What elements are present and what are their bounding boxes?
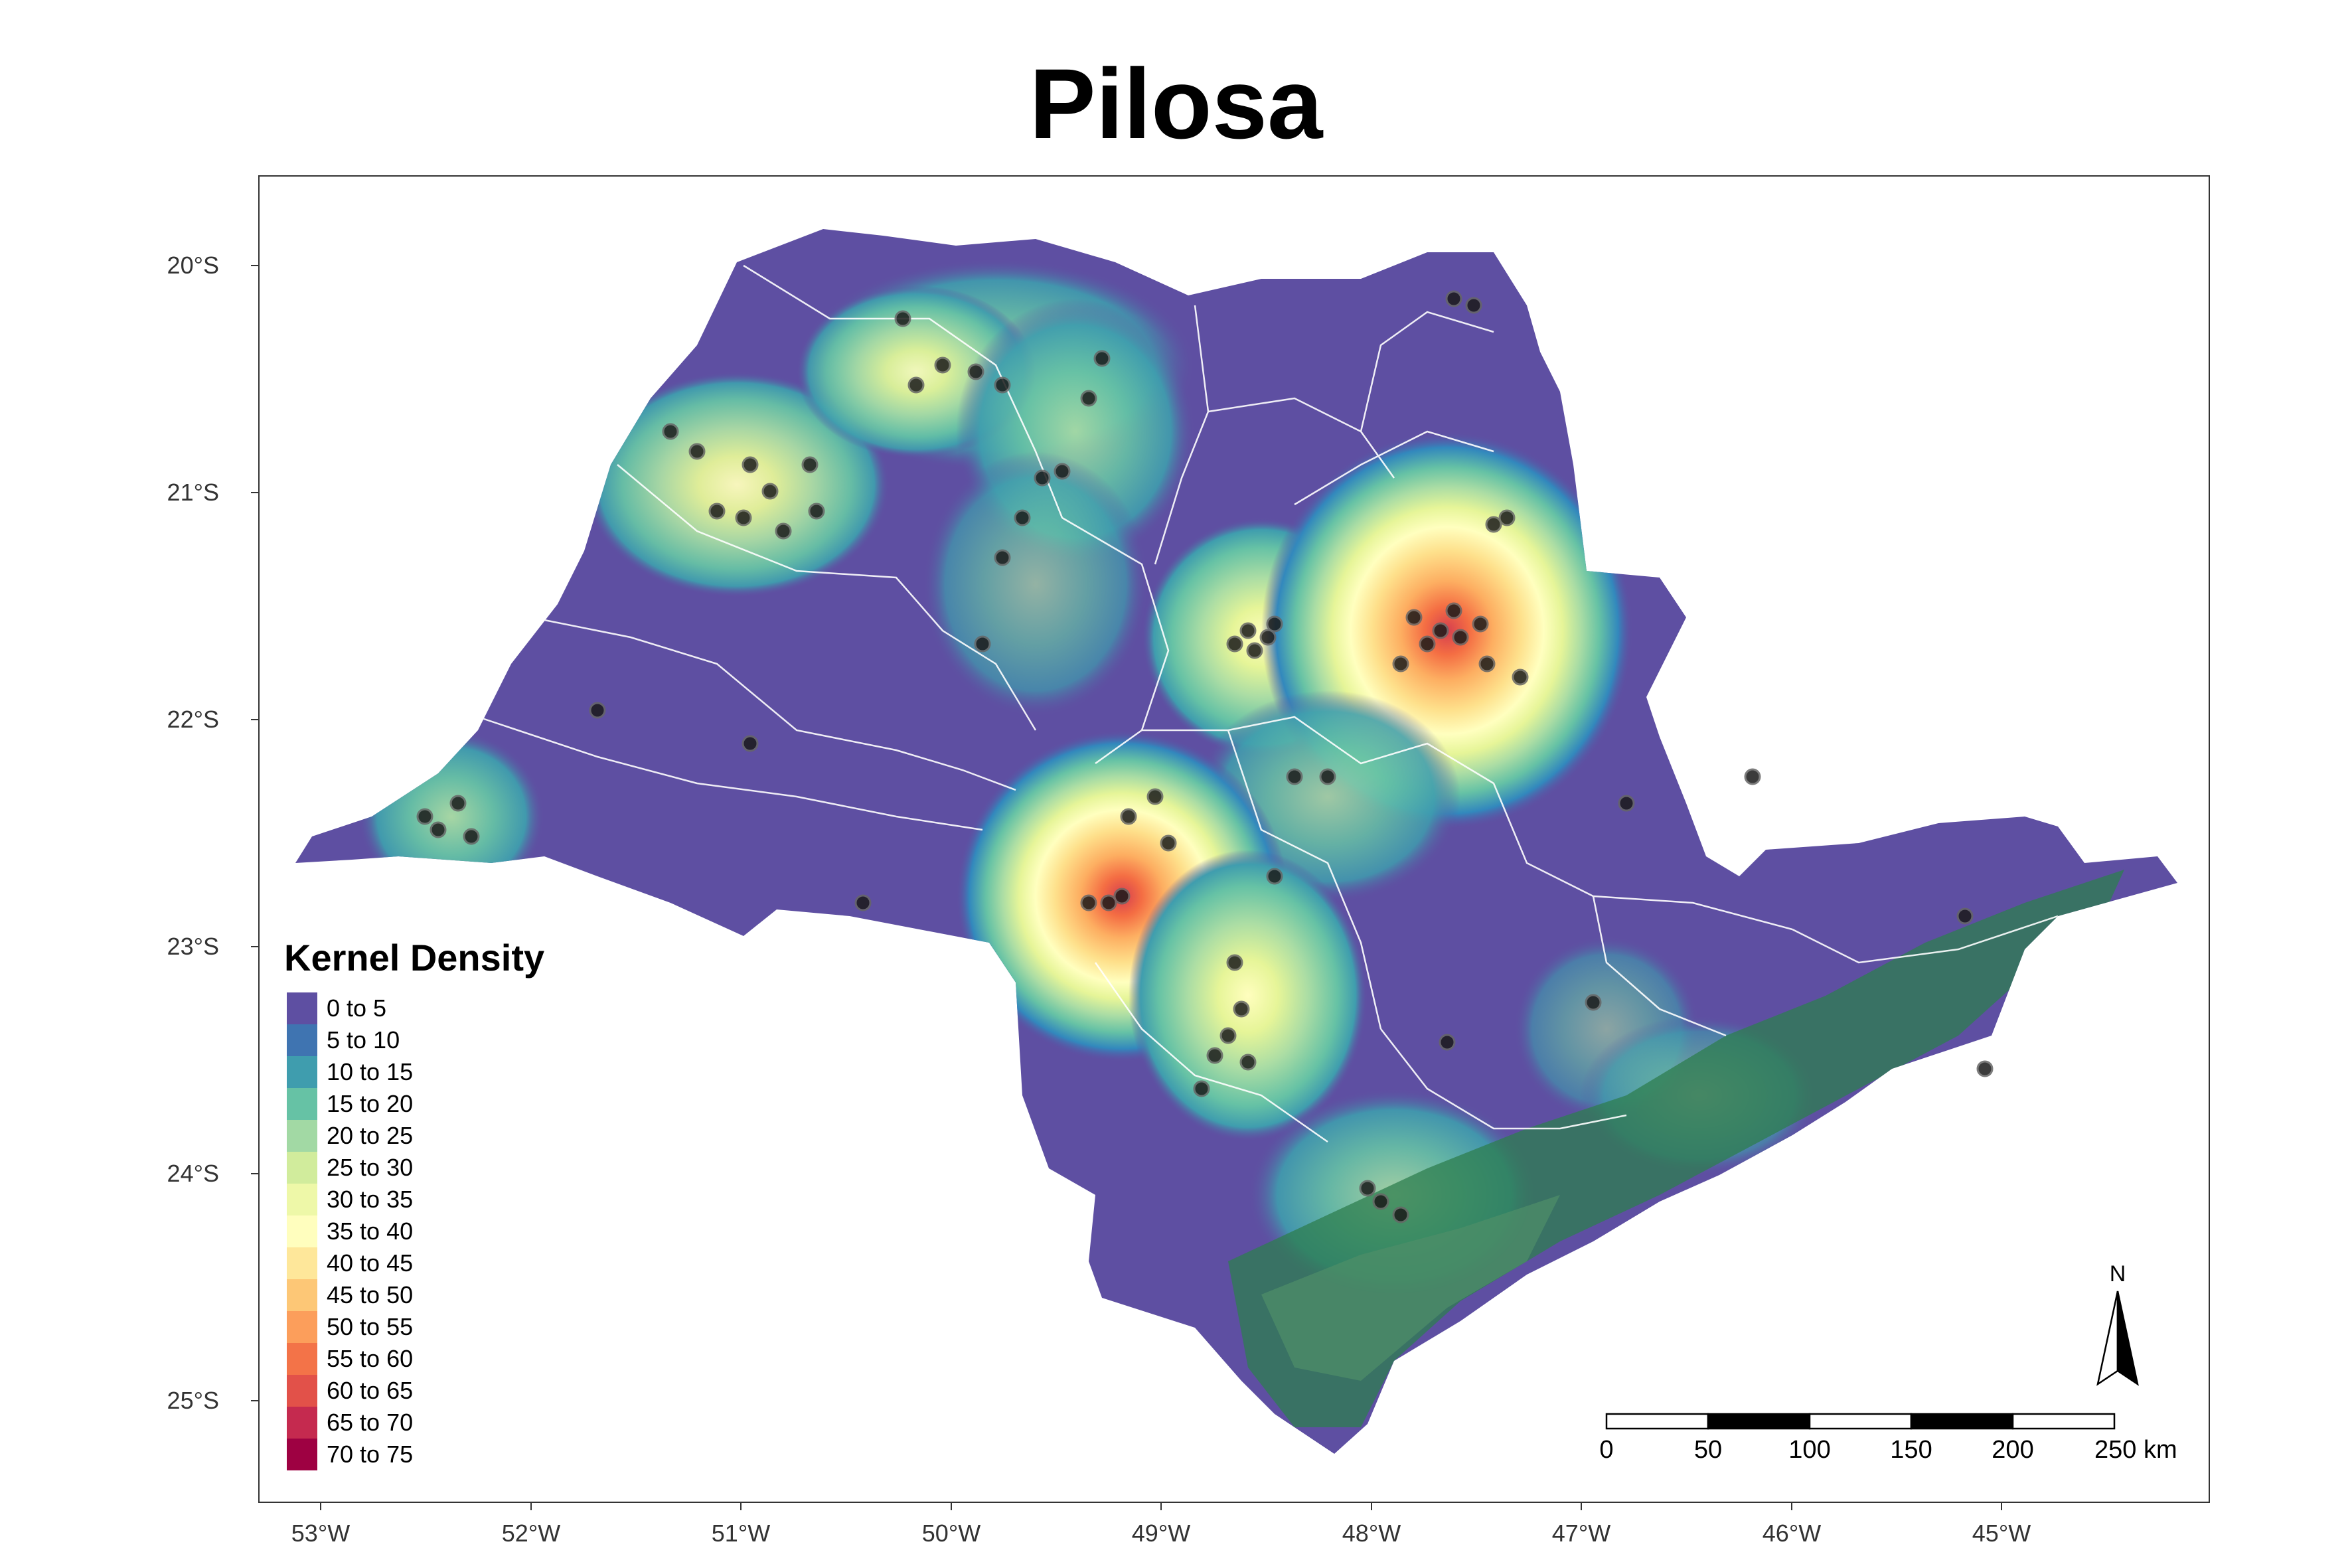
axis-ticks	[251, 265, 2002, 1510]
scale-label: 150	[1890, 1436, 1932, 1464]
x-tick-label: 53°W	[291, 1520, 350, 1547]
legend-items: 0 to 5 5 to 10 10 to 15 15 to 20 20 to 25 25 …	[287, 992, 413, 1470]
scale-segment	[2011, 1413, 2116, 1430]
y-tick-label: 24°S	[167, 1160, 219, 1187]
x-tick-label: 51°W	[712, 1520, 770, 1547]
legend-swatch	[287, 1024, 317, 1056]
x-tick-label: 50°W	[922, 1520, 980, 1547]
legend-label: 70 to 75	[327, 1441, 413, 1468]
legend-label: 5 to 10	[327, 1026, 400, 1054]
scale-label: 250 km	[2094, 1436, 2177, 1464]
region-boundaries	[477, 264, 2059, 1143]
legend-label: 65 to 70	[327, 1409, 413, 1436]
legend-title: Kernel Density	[284, 937, 544, 979]
x-tick-label: 48°W	[1342, 1520, 1401, 1547]
occurrence-points	[416, 290, 1994, 1223]
legend-swatch	[287, 1343, 317, 1375]
y-tick-label: 20°S	[167, 252, 219, 279]
y-tick-label: 21°S	[167, 479, 219, 506]
scale-segment	[1910, 1413, 2014, 1430]
legend-swatch	[287, 1184, 317, 1215]
map-title: Pilosa	[1029, 48, 1323, 159]
scale-bar: 0 50 100 150 200 250 km	[1599, 1413, 2177, 1464]
legend-label: 15 to 20	[327, 1090, 413, 1117]
legend-swatch	[287, 992, 317, 1024]
legend-label: 40 to 45	[327, 1249, 413, 1277]
scale-label: 0	[1599, 1436, 1613, 1464]
legend-label: 0 to 5	[327, 994, 386, 1022]
legend-label: 20 to 25	[327, 1122, 413, 1149]
legend-label: 55 to 60	[327, 1345, 413, 1372]
x-tick-label: 45°W	[1972, 1520, 2031, 1547]
x-tick-label: 47°W	[1552, 1520, 1610, 1547]
legend-swatch	[287, 1279, 317, 1311]
scale-label: 100	[1788, 1436, 1830, 1464]
legend-label: 35 to 40	[327, 1217, 413, 1245]
y-tick-label: 23°S	[167, 933, 219, 960]
y-axis-labels: 20°S 21°S 22°S 23°S 24°S 25°S	[167, 252, 219, 1414]
legend-label: 50 to 55	[327, 1313, 413, 1340]
legend-swatch	[287, 1152, 317, 1184]
legend: Kernel Density 0 to 5 5 to 10 10 to 15 15 t…	[284, 937, 544, 1470]
scale-label: 50	[1694, 1436, 1722, 1464]
x-tick-label: 52°W	[502, 1520, 560, 1547]
y-tick-label: 22°S	[167, 706, 219, 733]
x-tick-label: 49°W	[1132, 1520, 1190, 1547]
legend-label: 30 to 35	[327, 1186, 413, 1213]
legend-swatch	[287, 1439, 317, 1470]
legend-swatch	[287, 1215, 317, 1247]
y-tick-label: 25°S	[167, 1387, 219, 1414]
legend-label: 45 to 50	[327, 1281, 413, 1308]
scale-segment	[1605, 1413, 1709, 1430]
legend-swatch	[287, 1311, 317, 1343]
legend-label: 10 to 15	[327, 1058, 413, 1085]
legend-label: 60 to 65	[327, 1377, 413, 1404]
legend-swatch	[287, 1120, 317, 1152]
legend-swatch	[287, 1056, 317, 1088]
north-arrow-right-icon	[2116, 1291, 2139, 1386]
scale-label: 200	[1992, 1436, 2033, 1464]
north-arrow-label: N	[2110, 1261, 2126, 1287]
legend-swatch	[287, 1407, 317, 1439]
legend-label: 25 to 30	[327, 1154, 413, 1181]
scale-segment	[1808, 1413, 1913, 1430]
x-tick-label: 46°W	[1763, 1520, 1821, 1547]
legend-swatch	[287, 1375, 317, 1407]
north-arrow: N	[2096, 1261, 2139, 1386]
x-axis-labels: 53°W 52°W 51°W 50°W 49°W 48°W 47°W 46°W …	[291, 1520, 2031, 1547]
legend-swatch	[287, 1088, 317, 1120]
legend-swatch	[287, 1247, 317, 1279]
scale-segment	[1707, 1413, 1811, 1430]
